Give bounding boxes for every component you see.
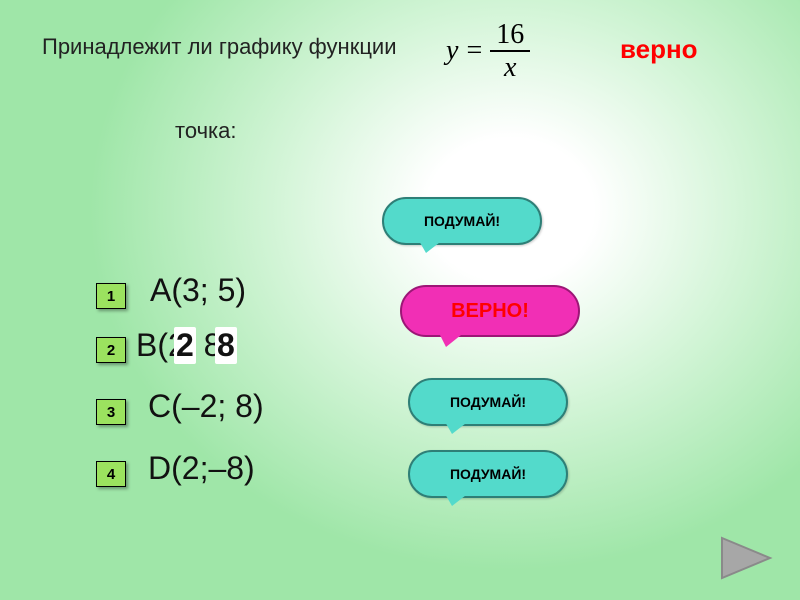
formula-lhs: y: [446, 35, 458, 67]
think-bubble-1: ПОДУМАЙ!: [382, 197, 542, 245]
option-overlay-2-0: 2: [174, 327, 196, 364]
formula-numerator: 16: [490, 20, 530, 50]
think-bubble-label: ПОДУМАЙ!: [424, 213, 500, 229]
bubble-tail-icon: [438, 331, 466, 347]
option-button-4[interactable]: 4: [96, 461, 126, 487]
option-button-3[interactable]: 3: [96, 399, 126, 425]
correct-bubble: ВЕРНО!: [400, 285, 580, 337]
formula: y = 16 x: [446, 20, 530, 83]
formula-denominator: x: [498, 52, 522, 82]
arrow-right-icon: [718, 534, 774, 582]
question-text: Принадлежит ли графику функции: [42, 34, 397, 60]
option-text-3: С(–2; 8): [148, 388, 264, 425]
answer-hint: верно: [620, 34, 698, 65]
bubble-tail-icon: [444, 492, 470, 506]
formula-fraction: 16 x: [490, 20, 530, 83]
think-bubble-3: ПОДУМАЙ!: [408, 378, 568, 426]
correct-bubble-label: ВЕРНО!: [451, 300, 529, 323]
think-bubble-label: ПОДУМАЙ!: [450, 466, 526, 482]
bubble-tail-icon: [444, 420, 470, 434]
option-button-1[interactable]: 1: [96, 283, 126, 309]
think-bubble-label: ПОДУМАЙ!: [450, 394, 526, 410]
option-button-2[interactable]: 2: [96, 337, 126, 363]
formula-eq: =: [466, 35, 482, 67]
next-button[interactable]: [718, 534, 774, 582]
option-overlay-2-1: 8: [215, 327, 237, 364]
option-text-1: A(3; 5): [150, 272, 246, 309]
point-label: точка:: [175, 118, 237, 144]
option-text-4: D(2;–8): [148, 450, 255, 487]
bubble-tail-icon: [418, 239, 444, 253]
think-bubble-4: ПОДУМАЙ!: [408, 450, 568, 498]
